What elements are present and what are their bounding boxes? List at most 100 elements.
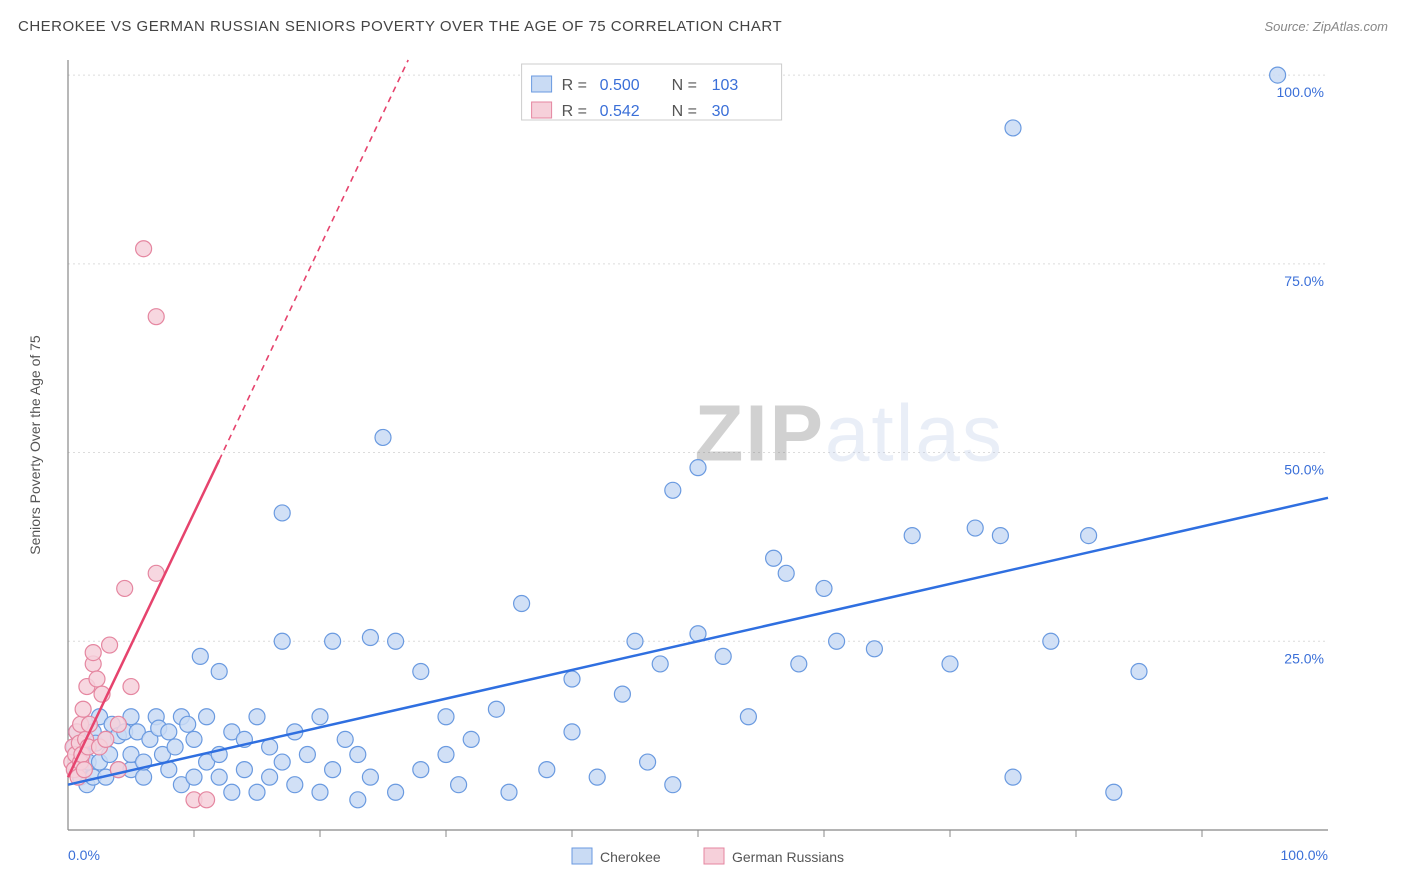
data-point	[192, 648, 208, 664]
data-point	[161, 724, 177, 740]
data-point	[180, 716, 196, 732]
data-point	[766, 550, 782, 566]
data-point	[337, 731, 353, 747]
legend-swatch	[532, 102, 552, 118]
data-point	[1005, 120, 1021, 136]
data-point	[665, 482, 681, 498]
data-point	[652, 656, 668, 672]
data-point	[413, 762, 429, 778]
legend-r-label: R =	[562, 77, 587, 94]
data-point	[438, 709, 454, 725]
data-point	[98, 731, 114, 747]
legend-stats-box	[522, 64, 782, 120]
data-point	[1005, 769, 1021, 785]
data-point	[501, 784, 517, 800]
data-point	[665, 777, 681, 793]
data-point	[715, 648, 731, 664]
data-point	[186, 769, 202, 785]
data-point	[236, 762, 252, 778]
data-point	[1131, 663, 1147, 679]
data-point	[488, 701, 504, 717]
data-point	[262, 769, 278, 785]
legend-n-label: N =	[672, 77, 697, 94]
y-axis-label: Seniors Poverty Over the Age of 75	[27, 335, 43, 555]
y-tick-label: 75.0%	[1284, 273, 1324, 289]
legend-swatch	[572, 848, 592, 864]
legend-r-value: 0.542	[600, 103, 640, 120]
data-point	[388, 784, 404, 800]
legend-n-label: N =	[672, 103, 697, 120]
data-point	[110, 716, 126, 732]
data-point	[866, 641, 882, 657]
data-point	[76, 762, 92, 778]
data-point	[249, 784, 265, 800]
data-point	[274, 633, 290, 649]
data-point	[224, 784, 240, 800]
data-point	[967, 520, 983, 536]
data-point	[438, 747, 454, 763]
data-point	[362, 630, 378, 646]
data-point	[325, 633, 341, 649]
data-point	[362, 769, 378, 785]
data-point	[186, 731, 202, 747]
data-point	[942, 656, 958, 672]
data-point	[325, 762, 341, 778]
data-point	[85, 645, 101, 661]
source-attribution: Source: ZipAtlas.com	[1264, 19, 1388, 34]
data-point	[148, 309, 164, 325]
watermark: ZIPatlas	[694, 388, 1003, 477]
data-point	[89, 671, 105, 687]
data-point	[514, 596, 530, 612]
data-point	[1081, 528, 1097, 544]
data-point	[413, 663, 429, 679]
data-point	[614, 686, 630, 702]
data-point	[274, 505, 290, 521]
data-point	[136, 769, 152, 785]
data-point	[1106, 784, 1122, 800]
data-point	[136, 241, 152, 257]
data-point	[627, 633, 643, 649]
data-point	[75, 701, 91, 717]
data-point	[249, 709, 265, 725]
data-point	[123, 679, 139, 695]
data-point	[690, 460, 706, 476]
data-point	[451, 777, 467, 793]
legend-series-label: German Russians	[732, 849, 844, 865]
data-point	[350, 792, 366, 808]
data-point	[564, 671, 580, 687]
y-tick-label: 100.0%	[1277, 84, 1324, 100]
data-point	[778, 565, 794, 581]
data-point	[640, 754, 656, 770]
data-point	[904, 528, 920, 544]
legend-swatch	[704, 848, 724, 864]
chart-title: CHEROKEE VS GERMAN RUSSIAN SENIORS POVER…	[18, 18, 782, 35]
data-point	[539, 762, 555, 778]
data-point	[211, 663, 227, 679]
legend-r-value: 0.500	[600, 77, 640, 94]
data-point	[589, 769, 605, 785]
data-point	[992, 528, 1008, 544]
legend-n-value: 103	[712, 77, 739, 94]
data-point	[816, 580, 832, 596]
data-point	[167, 739, 183, 755]
data-point	[740, 709, 756, 725]
y-tick-label: 50.0%	[1284, 462, 1324, 478]
legend-swatch	[532, 76, 552, 92]
scatter-chart: 25.0% 50.0% 75.0% 100.0% 0.0% 100.0% Seniors P…	[18, 50, 1388, 874]
x-tick-label: 100.0%	[1281, 847, 1328, 863]
trendline-german-russians-extrapolated	[219, 60, 408, 460]
data-point	[312, 784, 328, 800]
data-point	[1043, 633, 1059, 649]
y-tick-label: 25.0%	[1284, 650, 1324, 666]
legend-series-label: Cherokee	[600, 849, 661, 865]
data-point	[463, 731, 479, 747]
data-point	[564, 724, 580, 740]
data-point	[375, 429, 391, 445]
data-point	[388, 633, 404, 649]
legend-n-value: 30	[712, 103, 730, 120]
data-point	[117, 580, 133, 596]
data-point	[299, 747, 315, 763]
data-point	[211, 769, 227, 785]
data-point	[350, 747, 366, 763]
x-tick-label: 0.0%	[68, 847, 100, 863]
